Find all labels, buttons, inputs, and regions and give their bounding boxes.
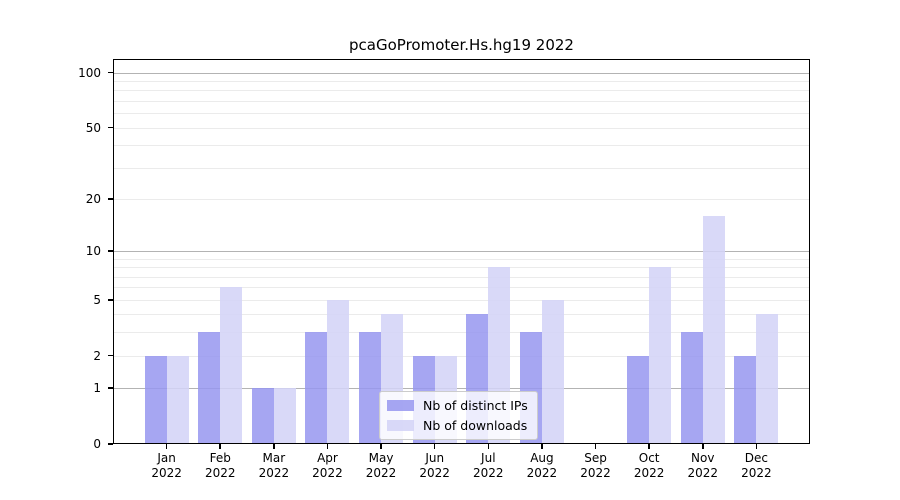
minor-gridline-90	[113, 80, 810, 82]
x-tick-apr-2022	[326, 444, 329, 449]
x-tick-sep-2022	[594, 444, 597, 449]
x-tick-label-jun-2022: Jun 2022	[419, 451, 450, 480]
x-tick-dec-2022	[755, 444, 758, 449]
major-gridline-10	[113, 251, 810, 253]
legend: Nb of distinct IPs Nb of downloads	[379, 391, 538, 440]
minor-gridline-60	[113, 113, 810, 115]
y-tick-100	[108, 71, 113, 74]
minor-gridline-50	[113, 127, 810, 129]
y-tick-label-1: 1	[93, 381, 101, 396]
bar-downloads-mar-2022	[273, 388, 296, 444]
x-tick-feb-2022	[219, 444, 221, 449]
minor-gridline-6	[113, 287, 810, 289]
major-gridline-100	[113, 72, 810, 74]
minor-gridline-2	[113, 355, 810, 357]
bar-downloads-feb-2022	[220, 287, 243, 444]
y-tick-20	[108, 198, 113, 200]
bar-distinct-ips-feb-2022	[198, 332, 221, 444]
x-tick-label-dec-2022: Dec 2022	[741, 451, 772, 480]
major-gridline-1	[113, 388, 810, 390]
legend-swatch-distinct-ips	[387, 400, 414, 411]
y-tick-label-10: 10	[85, 244, 101, 259]
bar-distinct-ips-may-2022	[359, 332, 382, 444]
bar-group-nov-2022	[680, 216, 725, 444]
x-tick-label-jul-2022: Jul 2022	[473, 451, 504, 480]
x-tick-mar-2022	[273, 444, 275, 449]
y-tick-label-50: 50	[85, 120, 101, 135]
x-tick-label-may-2022: May 2022	[365, 451, 397, 480]
minor-gridline-80	[113, 90, 810, 92]
y-tick-0	[108, 443, 113, 445]
bar-group-dec-2022	[734, 314, 779, 444]
bar-downloads-aug-2022	[541, 299, 564, 444]
y-tick-label-2: 2	[93, 348, 101, 363]
minor-gridline-5	[113, 299, 810, 301]
x-tick-label-nov-2022: Nov 2022	[687, 451, 719, 480]
y-tick-label-20: 20	[85, 191, 101, 206]
bar-group-mar-2022	[251, 388, 296, 444]
minor-gridline-7	[113, 276, 810, 278]
y-tick-5	[108, 299, 113, 301]
bar-group-feb-2022	[198, 287, 243, 444]
x-tick-may-2022	[380, 444, 382, 449]
bar-distinct-ips-mar-2022	[251, 388, 274, 444]
y-tick-label-0: 0	[93, 437, 101, 451]
legend-row-distinct-ips: Nb of distinct IPs	[387, 398, 528, 413]
bar-distinct-ips-jan-2022	[144, 355, 167, 444]
legend-row-downloads: Nb of downloads	[387, 418, 528, 433]
y-tick-50	[108, 126, 113, 129]
x-tick-label-oct-2022: Oct 2022	[633, 451, 665, 480]
minor-gridline-70	[113, 100, 810, 102]
x-tick-label-jan-2022: Jan 2022	[151, 451, 182, 480]
bar-group-jan-2022	[144, 355, 189, 444]
x-tick-nov-2022	[702, 444, 704, 449]
x-tick-label-apr-2022: Apr 2022	[312, 451, 343, 480]
y-tick-2	[108, 354, 113, 357]
minor-gridline-30	[113, 167, 810, 169]
bar-downloads-dec-2022	[756, 314, 779, 444]
y-tick-label-100: 100	[78, 65, 101, 80]
bar-distinct-ips-apr-2022	[305, 332, 328, 444]
minor-gridline-40	[113, 145, 810, 147]
x-tick-label-sep-2022: Sep 2022	[580, 451, 611, 480]
bar-downloads-nov-2022	[702, 216, 725, 444]
bar-downloads-jan-2022	[166, 355, 189, 444]
x-tick-oct-2022	[648, 444, 650, 449]
bar-distinct-ips-dec-2022	[734, 355, 757, 444]
bar-downloads-apr-2022	[327, 299, 350, 444]
y-tick-1	[108, 387, 113, 389]
bar-distinct-ips-nov-2022	[680, 332, 703, 444]
plot-area	[113, 59, 810, 444]
bar-downloads-oct-2022	[649, 267, 672, 444]
x-tick-label-aug-2022: Aug 2022	[526, 451, 558, 480]
legend-label-distinct-ips: Nb of distinct IPs	[423, 398, 528, 413]
y-tick-10	[108, 250, 113, 252]
bar-distinct-ips-oct-2022	[627, 355, 650, 444]
x-tick-jan-2022	[165, 444, 168, 449]
x-tick-jul-2022	[487, 444, 490, 449]
minor-gridline-9	[113, 258, 810, 260]
minor-gridline-3	[113, 332, 810, 334]
minor-gridline-4	[113, 314, 810, 316]
chart-title: pcaGoPromoter.Hs.hg19 2022	[349, 36, 574, 54]
minor-gridline-20	[113, 198, 810, 200]
legend-swatch-downloads	[387, 420, 414, 431]
minor-gridline-8	[113, 267, 810, 269]
bar-group-oct-2022	[627, 267, 672, 444]
y-tick-label-5: 5	[93, 292, 101, 307]
x-tick-label-mar-2022: Mar 2022	[258, 451, 290, 480]
bar-group-apr-2022	[305, 299, 350, 444]
x-tick-aug-2022	[541, 444, 543, 449]
legend-label-downloads: Nb of downloads	[423, 418, 528, 433]
x-tick-jun-2022	[433, 444, 436, 449]
x-tick-label-feb-2022: Feb 2022	[204, 451, 236, 480]
